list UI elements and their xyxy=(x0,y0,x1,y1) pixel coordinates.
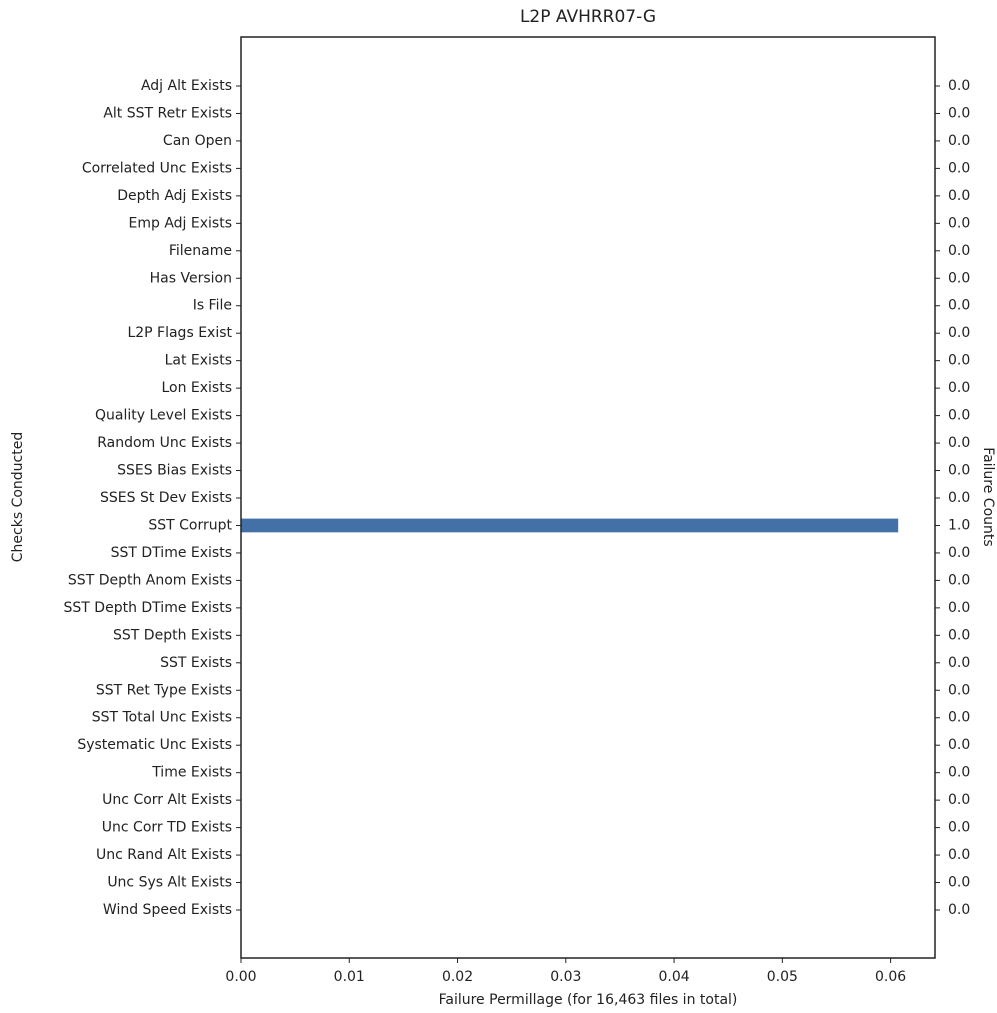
y2-tick-label: 0.0 xyxy=(948,902,970,918)
y2-tick-label: 0.0 xyxy=(948,408,970,424)
y2-tick-label: 0.0 xyxy=(948,435,970,451)
y-tick-label: SST Total Unc Exists xyxy=(92,710,232,726)
y2-tick-label: 0.0 xyxy=(948,463,970,479)
y2-tick-label: 0.0 xyxy=(948,380,970,396)
y2-tick-label: 0.0 xyxy=(948,133,970,149)
y2-tick-label: 1.0 xyxy=(948,517,970,533)
y2-tick-label: 0.0 xyxy=(948,490,970,506)
y-tick-label: SST Corrupt xyxy=(148,517,232,533)
y-tick-label: Has Version xyxy=(150,270,232,286)
bar xyxy=(241,518,899,533)
y-tick-label: Time Exists xyxy=(151,765,232,781)
y2-tick-label: 0.0 xyxy=(948,270,970,286)
y2-tick-label: 0.0 xyxy=(948,875,970,891)
y2-tick-label: 0.0 xyxy=(948,188,970,204)
y-tick-label: Can Open xyxy=(163,133,232,149)
y2-tick-label: 0.0 xyxy=(948,545,970,561)
y-tick-label: Lon Exists xyxy=(161,380,232,396)
y2-axis-label: Failure Counts xyxy=(980,447,996,546)
y-tick-label: Random Unc Exists xyxy=(97,435,232,451)
y-tick-label: Adj Alt Exists xyxy=(141,78,232,94)
y-tick-label: SST Depth DTime Exists xyxy=(64,600,232,616)
x-tick-label: 0.02 xyxy=(442,969,473,985)
y-tick-label: Unc Sys Alt Exists xyxy=(107,875,232,891)
y-tick-label: Systematic Unc Exists xyxy=(77,737,232,753)
y-tick-label: SSES Bias Exists xyxy=(117,463,232,479)
y-tick-label: Depth Adj Exists xyxy=(117,188,232,204)
y-tick-label: SST Depth Exists xyxy=(113,627,232,643)
y-tick-label: SST Ret Type Exists xyxy=(96,682,232,698)
y-tick-label: Lat Exists xyxy=(165,353,232,369)
y-tick-label: Unc Corr TD Exists xyxy=(102,820,232,836)
y-tick-label: Wind Speed Exists xyxy=(103,902,232,918)
y-tick-label: Emp Adj Exists xyxy=(129,215,232,231)
x-tick-label: 0.04 xyxy=(658,969,689,985)
y2-tick-label: 0.0 xyxy=(948,820,970,836)
y-tick-label: Alt SST Retr Exists xyxy=(103,105,232,121)
y2-tick-label: 0.0 xyxy=(948,737,970,753)
y2-tick-label: 0.0 xyxy=(948,105,970,121)
y2-tick-label: 0.0 xyxy=(948,572,970,588)
y-tick-label: Quality Level Exists xyxy=(95,408,232,424)
plot-frame xyxy=(240,36,936,959)
y-tick-label: SST DTime Exists xyxy=(111,545,232,561)
y2-tick-label: 0.0 xyxy=(948,847,970,863)
y2-tick-label: 0.0 xyxy=(948,765,970,781)
y-tick-label: Unc Rand Alt Exists xyxy=(96,847,232,863)
y2-tick-label: 0.0 xyxy=(948,655,970,671)
y2-tick-label: 0.0 xyxy=(948,78,970,94)
x-tick-label: 0.01 xyxy=(334,969,365,985)
y-tick-label: SST Depth Anom Exists xyxy=(68,572,232,588)
y-tick-label: SSES St Dev Exists xyxy=(100,490,232,506)
y-tick-label: SST Exists xyxy=(160,655,232,671)
y2-tick-label: 0.0 xyxy=(948,682,970,698)
y2-tick-label: 0.0 xyxy=(948,600,970,616)
y2-tick-label: 0.0 xyxy=(948,160,970,176)
y2-tick-label: 0.0 xyxy=(948,325,970,341)
y2-tick-label: 0.0 xyxy=(948,353,970,369)
x-tick-label: 0.05 xyxy=(767,969,798,985)
y-tick-label: L2P Flags Exist xyxy=(127,325,232,341)
y-tick-label: Is File xyxy=(193,298,232,314)
x-tick-label: 0.06 xyxy=(875,969,906,985)
y2-tick-label: 0.0 xyxy=(948,243,970,259)
chart-title: L2P AVHRR07-G xyxy=(520,7,656,27)
y2-tick-label: 0.0 xyxy=(948,792,970,808)
y-axis-label: Checks Conducted xyxy=(10,432,26,562)
x-tick-label: 0.00 xyxy=(225,969,256,985)
y-tick-label: Filename xyxy=(169,243,232,259)
y-tick-label: Correlated Unc Exists xyxy=(82,160,232,176)
y2-tick-label: 0.0 xyxy=(948,710,970,726)
x-tick-label: 0.03 xyxy=(550,969,581,985)
y2-tick-label: 0.0 xyxy=(948,627,970,643)
x-axis-label: Failure Permillage (for 16,463 files in … xyxy=(439,992,738,1008)
y2-tick-label: 0.0 xyxy=(948,215,970,231)
y-tick-label: Unc Corr Alt Exists xyxy=(102,792,232,808)
y2-tick-label: 0.0 xyxy=(948,298,970,314)
